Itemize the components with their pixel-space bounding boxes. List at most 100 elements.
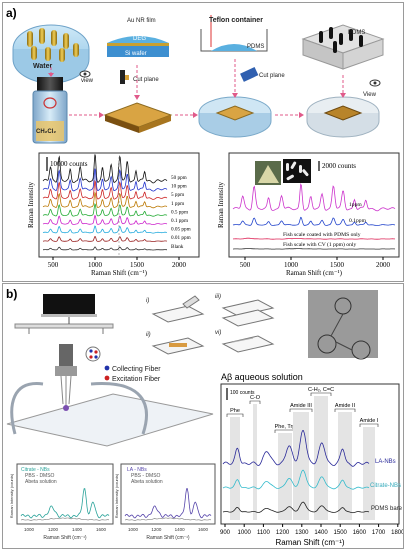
- inset2-xtick-1000: 1000: [128, 527, 139, 532]
- inset2-xlabel: Raman Shift (cm⁻¹): [146, 535, 190, 541]
- right-chart-legend: 1ppm 0.1ppm Fish scale coated with PDMS on…: [283, 202, 367, 248]
- panel-b-label: b): [6, 287, 18, 301]
- left-trace-9: [42, 246, 168, 251]
- cut-plane-2-icon: [240, 66, 259, 82]
- inset2-xtick-1200: 1200: [151, 527, 162, 532]
- main-band-label-7: Amide I: [360, 418, 379, 424]
- petri-dish: [198, 96, 272, 138]
- inset1-trace-1: [20, 488, 110, 519]
- inset-chart-1: 1000 1200 1400 1600 Citrate - NBs PBS - DMS…: [9, 463, 114, 541]
- inset2-ticks: 1000 1200 1400 1600: [128, 527, 209, 532]
- main-xtick-1500: 1500: [334, 530, 348, 536]
- main-trace-3: [222, 501, 370, 514]
- left-trace-1: [42, 154, 168, 184]
- main-band-3: [278, 433, 292, 520]
- left-xtick-1000: 1000: [88, 261, 103, 269]
- main-band-label-6: Amide II: [335, 403, 356, 409]
- main-xtick-1400: 1400: [314, 530, 328, 536]
- inset2-trace-2: [124, 517, 212, 521]
- main-scale-label: 100 counts: [230, 390, 255, 396]
- main-band-5: [314, 396, 328, 520]
- fiber-schematic: [6, 344, 214, 447]
- inset2-ylabel: Raman Intensity (counts): [114, 473, 119, 518]
- inset1-xlabel: Raman Shift (cm⁻¹): [43, 535, 87, 541]
- left-legend-9: Blank: [171, 244, 184, 250]
- left-legend-5: 0.5 ppm: [171, 209, 188, 215]
- inset1-xtick-1200: 1200: [48, 527, 59, 532]
- main-chart-ticks: 900 1000 1100 1200 1300 1400 1500 1600 1700 1800: [220, 524, 403, 536]
- gold-block: [103, 102, 173, 133]
- main-band-7: [363, 427, 375, 520]
- inset2-legend-3: Abeta solution: [131, 479, 163, 485]
- setup-schematic: [14, 294, 114, 334]
- right-xlabel: Raman Shift (cm⁻¹): [286, 269, 343, 277]
- left-legend-1: 50 ppm: [171, 175, 187, 181]
- main-xtick-1000: 1000: [238, 530, 252, 536]
- right-legend-4: Fish scale with CV (1 ppm) only: [283, 241, 356, 248]
- deg-label: DEG: [133, 36, 146, 42]
- right-xtick-1500: 1500: [330, 261, 345, 269]
- inset1-xtick-1600: 1600: [96, 527, 107, 532]
- left-trace-8: [42, 235, 168, 242]
- pdms2-label: PDMS: [348, 30, 365, 36]
- final-dish: [306, 96, 380, 138]
- main-xtick-1700: 1700: [372, 530, 386, 536]
- laser-box: [43, 294, 95, 314]
- main-xtick-1600: 1600: [353, 530, 367, 536]
- left-legend-4: 1 ppm: [171, 201, 184, 207]
- inset2-legend-1: LA - NBs: [127, 467, 147, 473]
- left-trace-4: [42, 191, 168, 209]
- panel-a: a): [2, 2, 404, 282]
- inset1-traces: [20, 488, 110, 521]
- right-trace-4: [233, 248, 396, 250]
- inset1-legend-3: Abeta solution: [25, 479, 57, 485]
- right-trace-3: [232, 237, 396, 240]
- wafer-stack: [107, 36, 169, 57]
- main-band-label-3: Phe, Trp: [275, 424, 296, 430]
- teflon-label: Teflon container: [209, 17, 263, 24]
- pdms1-label: PDMS: [247, 44, 264, 50]
- inset1-ylabel: Raman Intensity (counts): [9, 473, 14, 518]
- right-chart-ticks: 500 1000 1500 2000: [240, 257, 391, 269]
- right-ylabel: Raman Intensity: [217, 181, 225, 228]
- inset2-traces: [124, 488, 212, 521]
- panel-a-svg: Water view CH₂Cl₂ Au NR film DEG Si wafe…: [12, 15, 400, 277]
- panel-b-svg: i) ii) iii) vi): [6, 290, 403, 547]
- left-trace-3: [42, 179, 168, 200]
- inset1-legend-2: PBS - DMSO: [25, 473, 55, 479]
- si-wafer-label: Si wafer: [125, 51, 147, 57]
- inset1-legend-1: Citrate - NBs: [21, 467, 50, 473]
- right-scale-label: 2000 counts: [322, 162, 356, 170]
- left-legend-8: 0.01 ppm: [171, 235, 191, 241]
- right-xtick-500: 500: [240, 261, 251, 269]
- main-trace-2: [222, 469, 370, 490]
- view1-label: view: [81, 78, 94, 84]
- eye-icon: [369, 79, 381, 87]
- main-xtick-1300: 1300: [295, 530, 309, 536]
- cut-plane1-label: Cut plane: [133, 77, 159, 83]
- main-band-label-1: Phe: [230, 408, 240, 414]
- ch2cl2-label: CH₂Cl₂: [36, 129, 56, 135]
- left-trace-5: [42, 202, 168, 217]
- inset2-xtick-1400: 1400: [175, 527, 186, 532]
- left-xtick-500: 500: [48, 261, 59, 269]
- left-trace-7: [42, 225, 168, 234]
- main-xtick-1800: 1800: [391, 530, 403, 536]
- right-trace-2: [232, 216, 396, 226]
- main-band-label-2: C-O: [250, 395, 261, 401]
- left-ylabel: Raman Intensity: [27, 181, 35, 228]
- teflon-container: [200, 15, 268, 52]
- collecting-fiber-dot: [104, 365, 110, 371]
- right-inset-rods: [286, 161, 309, 181]
- main-band-label-5: C-H₂, C=C: [308, 387, 334, 393]
- right-xtick-2000: 2000: [376, 261, 391, 269]
- left-trace-2: [42, 168, 168, 192]
- step-iii: iii): [215, 294, 221, 300]
- au-film-label: Au NR film: [127, 18, 156, 24]
- right-chart: 500 1000 1500 2000 1ppm 0.1ppm Fish scale coa…: [217, 152, 400, 277]
- left-chart: 500 1000 1500 2000 50 ppm 10 ppm 5 ppm 1 ppm 0.…: [27, 152, 200, 277]
- main-series-label-3: PDMS bare: [371, 506, 403, 512]
- main-band-1: [230, 417, 240, 520]
- inset2-xtick-1600: 1600: [198, 527, 209, 532]
